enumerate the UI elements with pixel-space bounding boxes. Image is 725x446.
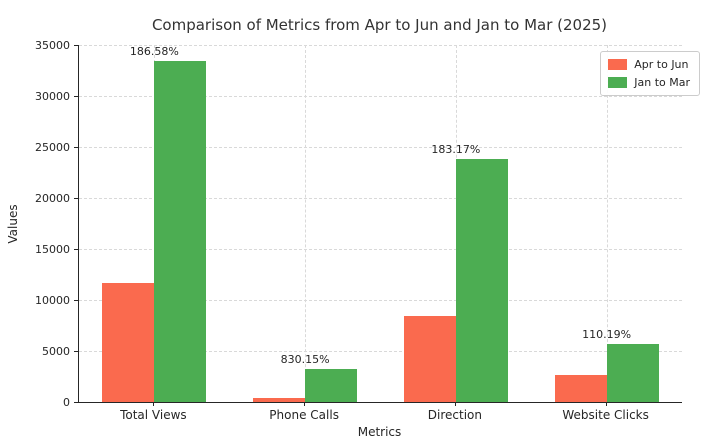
x-tick-mark: [454, 402, 456, 406]
bar-jan-to-mar: [154, 60, 207, 402]
y-tick-mark: [74, 300, 78, 301]
y-tick-label: 30000: [35, 89, 70, 103]
bar-jan-to-mar: [305, 369, 358, 402]
y-axis-label: Values: [6, 204, 20, 244]
y-tick-mark: [74, 351, 78, 352]
bar-apr-to-jun: [102, 282, 155, 402]
plot-area: 186.58% 830.15% 183.17% 110.19%: [78, 45, 682, 403]
gridline-h: [79, 147, 682, 148]
bar-apr-to-jun: [554, 374, 607, 402]
y-tick-label: 25000: [35, 140, 70, 154]
x-tick-mark: [304, 402, 306, 406]
pct-annotation: 110.19%: [582, 328, 632, 342]
x-tick-mark: [153, 402, 155, 406]
gridline-h: [79, 249, 682, 250]
gridline-h: [79, 300, 682, 301]
x-tick-mark: [605, 402, 607, 406]
bar-apr-to-jun: [253, 398, 306, 402]
x-tick-label: Phone Calls: [269, 408, 339, 422]
gridline-v: [606, 45, 608, 402]
legend-label: Apr to Jun: [634, 58, 689, 71]
y-tick-mark: [74, 147, 78, 148]
gridline-h: [79, 198, 682, 199]
gridline-h: [79, 96, 682, 97]
x-tick-label: Direction: [427, 408, 482, 422]
legend-swatch: [608, 59, 628, 70]
y-tick-mark: [74, 45, 78, 46]
legend-swatch: [608, 77, 628, 88]
y-tick-label: 5000: [42, 344, 70, 358]
y-tick-label: 15000: [35, 242, 70, 256]
y-tick-mark: [74, 96, 78, 97]
bar-apr-to-jun: [403, 316, 456, 402]
x-tick-label: Total Views: [120, 408, 187, 422]
gridline-h: [79, 45, 682, 46]
legend-item: Apr to Jun: [608, 58, 690, 71]
pct-annotation: 186.58%: [129, 44, 179, 58]
legend: Apr to Jun Jan to Mar: [600, 51, 700, 96]
chart-title: Comparison of Metrics from Apr to Jun an…: [151, 16, 608, 34]
y-tick-mark: [74, 402, 78, 403]
y-tick-label: 20000: [35, 191, 70, 205]
gridline-v: [305, 45, 307, 402]
x-tick-label: Website Clicks: [562, 408, 649, 422]
legend-label: Jan to Mar: [634, 76, 690, 89]
y-tick-label: 35000: [35, 38, 70, 52]
y-tick-label: 10000: [35, 293, 70, 307]
bar-jan-to-mar: [455, 158, 508, 402]
y-tick-mark: [74, 198, 78, 199]
x-axis-label: Metrics: [357, 425, 402, 439]
legend-item: Jan to Mar: [608, 76, 690, 89]
pct-annotation: 830.15%: [280, 353, 330, 367]
bar-jan-to-mar: [606, 344, 659, 402]
y-tick-mark: [74, 249, 78, 250]
y-tick-label: 0: [63, 395, 70, 409]
pct-annotation: 183.17%: [431, 142, 481, 156]
gridline-h: [79, 351, 682, 352]
